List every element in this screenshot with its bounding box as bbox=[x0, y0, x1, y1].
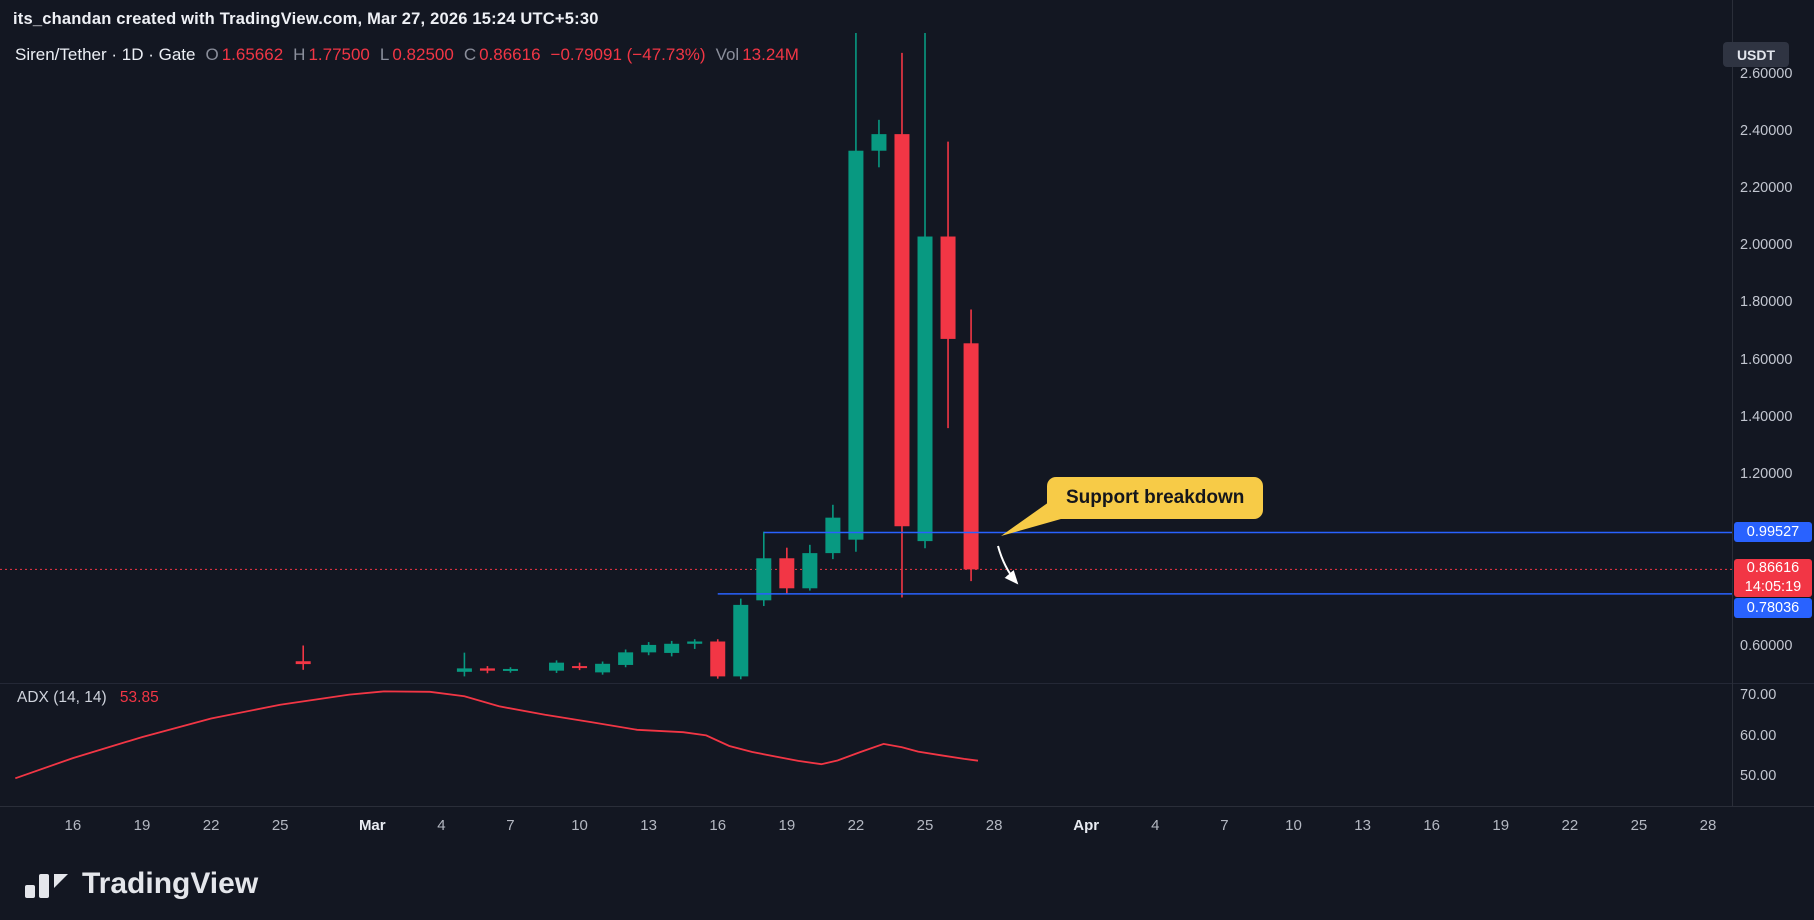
candle-body bbox=[963, 343, 979, 570]
price-tick: 1.20000 bbox=[1740, 465, 1793, 482]
candle-body bbox=[618, 652, 634, 665]
arrow-annotation[interactable] bbox=[997, 545, 1019, 585]
time-tick: 13 bbox=[640, 817, 657, 834]
candle-body bbox=[456, 668, 472, 672]
tradingview-wordmark: TradingView bbox=[82, 867, 259, 900]
time-tick: 16 bbox=[1423, 817, 1440, 834]
ohlc-low: L 0.82500 bbox=[379, 45, 454, 64]
candle-body bbox=[894, 134, 910, 527]
ohlc-high: H 1.77500 bbox=[293, 45, 370, 64]
time-tick: 16 bbox=[709, 817, 727, 834]
time-tick: 13 bbox=[1354, 817, 1371, 834]
candle-body bbox=[848, 150, 864, 540]
symbol-legend[interactable]: Siren/Tether · 1D · Gate O 1.65662 H 1.7… bbox=[15, 45, 799, 65]
adx-tick: 50.00 bbox=[1740, 768, 1777, 785]
time-tick: 22 bbox=[1561, 817, 1579, 834]
time-tick: 10 bbox=[571, 817, 588, 834]
bar-countdown: 14:05:19 bbox=[1744, 579, 1802, 596]
candle-body bbox=[710, 641, 726, 677]
candle-body bbox=[502, 668, 518, 671]
price-pane bbox=[0, 33, 1732, 680]
time-tick: Mar bbox=[358, 817, 386, 834]
adx-pane bbox=[15, 690, 979, 780]
candle-body bbox=[917, 236, 933, 542]
tradingview-logo-icon bbox=[25, 874, 68, 898]
candle-body bbox=[549, 662, 565, 671]
time-tick: 25 bbox=[916, 817, 934, 834]
attribution-bar: its_chandan created with TradingView.com… bbox=[0, 0, 1814, 38]
candle-body bbox=[940, 236, 956, 339]
candle-body bbox=[479, 668, 495, 671]
change-value: −0.79091 (−47.73%) bbox=[550, 45, 706, 64]
time-axis-divider bbox=[0, 806, 1814, 807]
time-tick: 10 bbox=[1285, 817, 1302, 834]
time-tick: 25 bbox=[271, 817, 289, 834]
time-tick: Apr bbox=[1073, 817, 1100, 834]
indicator-legend-adx[interactable]: ADX (14, 14) 53.85 bbox=[17, 689, 159, 707]
candle-body bbox=[871, 134, 887, 151]
symbol-title: Siren/Tether · 1D · Gate bbox=[15, 45, 196, 64]
callout-support-breakdown[interactable]: Support breakdown bbox=[1047, 477, 1264, 519]
time-axis[interactable]: 16 19 22 25 Mar 4 7 10 13 16 19 22 25 28 Apr 4 7 10 13 16 19… bbox=[0, 806, 1732, 848]
price-tick: 1.80000 bbox=[1740, 294, 1793, 311]
time-tick: 22 bbox=[847, 817, 865, 834]
adx-value: 53.85 bbox=[119, 689, 159, 706]
time-tick: 19 bbox=[778, 817, 796, 834]
time-tick: 16 bbox=[64, 817, 82, 834]
candle-body bbox=[756, 558, 772, 601]
time-tick: 28 bbox=[985, 817, 1003, 834]
time-tick: 4 bbox=[437, 817, 446, 834]
time-tick: 4 bbox=[1151, 817, 1160, 834]
adx-tick: 60.00 bbox=[1740, 727, 1777, 744]
time-tick: 19 bbox=[1492, 817, 1510, 834]
ohlc-open: O 1.65662 bbox=[205, 45, 284, 64]
axis-border bbox=[1732, 0, 1733, 806]
support-price-label: 0.78036 bbox=[1734, 598, 1812, 619]
price-tick: 2.60000 bbox=[1740, 65, 1793, 82]
time-tick: 19 bbox=[133, 817, 151, 834]
candle-body bbox=[825, 517, 841, 554]
price-tick: 0.60000 bbox=[1740, 637, 1793, 654]
time-tick: 28 bbox=[1699, 817, 1717, 834]
candle-body bbox=[802, 553, 818, 589]
candle-body bbox=[779, 558, 795, 589]
time-tick: 7 bbox=[506, 817, 515, 834]
time-tick: 25 bbox=[1630, 817, 1648, 834]
price-tick: 1.60000 bbox=[1740, 351, 1793, 368]
adx-name: ADX bbox=[17, 689, 49, 706]
price-tick: 2.00000 bbox=[1740, 237, 1793, 254]
price-tick: 1.40000 bbox=[1740, 408, 1793, 425]
adx-line bbox=[15, 690, 979, 780]
time-tick: 22 bbox=[202, 817, 220, 834]
candle-body bbox=[641, 644, 657, 653]
last-price-label: 0.86616 14:05:19 bbox=[1734, 559, 1812, 598]
quote-currency-badge[interactable]: USDT bbox=[1723, 42, 1789, 67]
candle-body bbox=[664, 643, 680, 653]
attribution-text: its_chandan created with TradingView.com… bbox=[13, 9, 599, 28]
price-tick: 2.20000 bbox=[1740, 179, 1793, 196]
ohlc-close: C 0.86616 bbox=[463, 45, 541, 64]
resistance-price-label: 0.99527 bbox=[1734, 522, 1812, 543]
adx-tick: 70.00 bbox=[1740, 687, 1777, 704]
candle-body bbox=[733, 604, 749, 677]
price-axis[interactable]: 2.60000 2.40000 2.20000 2.00000 1.80000 1.600… bbox=[1733, 0, 1814, 806]
volume: Vol 13.24M bbox=[715, 45, 799, 64]
candle-body bbox=[687, 641, 703, 644]
tradingview-logo[interactable]: TradingView bbox=[24, 867, 258, 901]
adx-params: (14, 14) bbox=[53, 689, 107, 706]
pane-divider[interactable] bbox=[0, 683, 1814, 684]
price-tick: 2.40000 bbox=[1740, 122, 1793, 139]
time-tick: 7 bbox=[1220, 817, 1229, 834]
candle-body bbox=[295, 661, 311, 665]
footer-bar: TradingView bbox=[0, 848, 1814, 920]
candle-body bbox=[595, 663, 611, 673]
candle-body bbox=[572, 666, 588, 669]
last-price-value: 0.86616 bbox=[1746, 560, 1800, 577]
